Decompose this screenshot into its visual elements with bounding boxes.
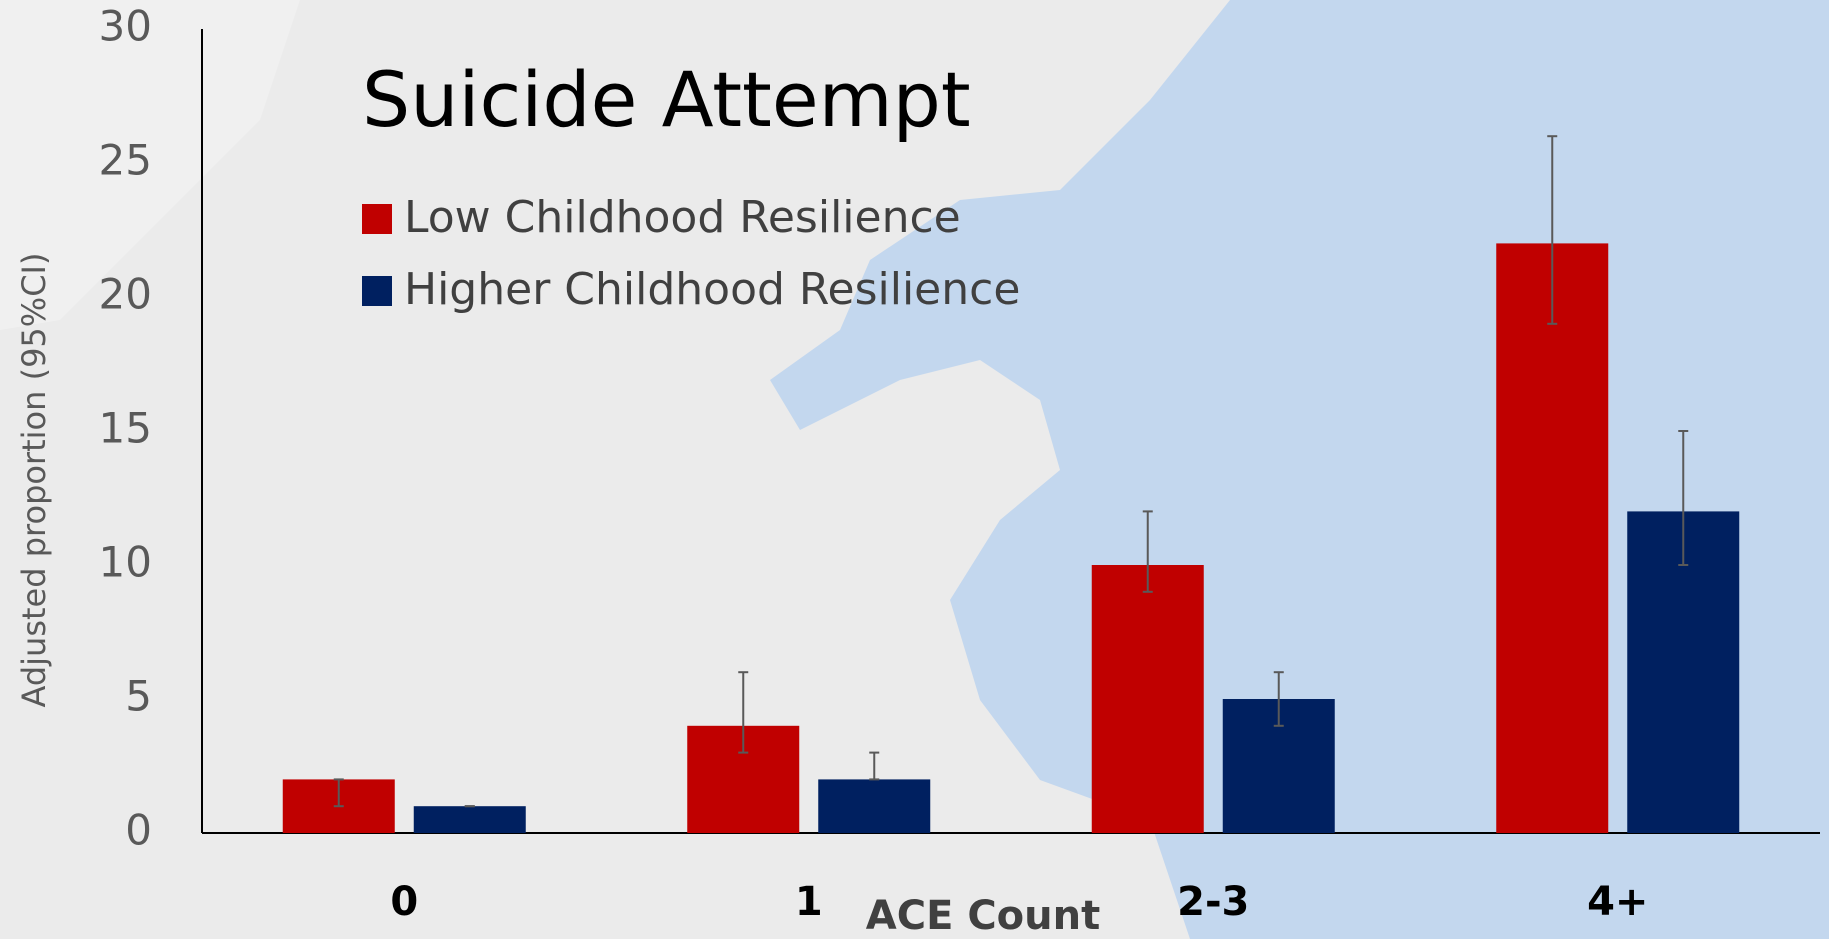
y-tick-label: 15: [99, 404, 152, 453]
y-axis-label: Adjusted proportion (95%CI): [15, 253, 53, 708]
y-tick-label: 0: [125, 806, 152, 855]
bar: [1091, 565, 1204, 833]
y-tick-label: 20: [99, 270, 152, 319]
bar: [818, 779, 931, 833]
legend-swatch: [362, 204, 392, 234]
x-tick-label: 0: [390, 879, 418, 925]
legend-label: Higher Childhood Resilience: [404, 264, 1020, 315]
chart-title: Suicide Attempt: [362, 55, 971, 144]
x-tick-label: 1: [795, 879, 823, 925]
legend-swatch: [362, 276, 392, 306]
bar: [1496, 243, 1609, 833]
y-tick-label: 25: [99, 136, 152, 185]
bar: [413, 806, 526, 833]
legend-label: Low Childhood Resilience: [404, 192, 961, 243]
x-tick-label: 4+: [1587, 879, 1648, 925]
y-tick-label: 30: [99, 2, 152, 51]
x-tick-label: 2-3: [1177, 879, 1249, 925]
x-axis-label: ACE Count: [866, 893, 1100, 939]
y-tick-label: 5: [125, 672, 152, 721]
map-land-shade: [0, 0, 300, 330]
y-tick-label: 10: [99, 538, 152, 587]
